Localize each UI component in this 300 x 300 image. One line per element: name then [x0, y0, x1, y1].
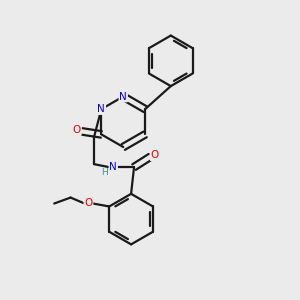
- Text: O: O: [84, 199, 92, 208]
- Text: H: H: [102, 168, 108, 177]
- Text: N: N: [110, 162, 117, 172]
- Text: O: O: [73, 125, 81, 135]
- Text: N: N: [98, 104, 105, 114]
- Text: O: O: [151, 150, 159, 160]
- Text: N: N: [119, 92, 127, 101]
